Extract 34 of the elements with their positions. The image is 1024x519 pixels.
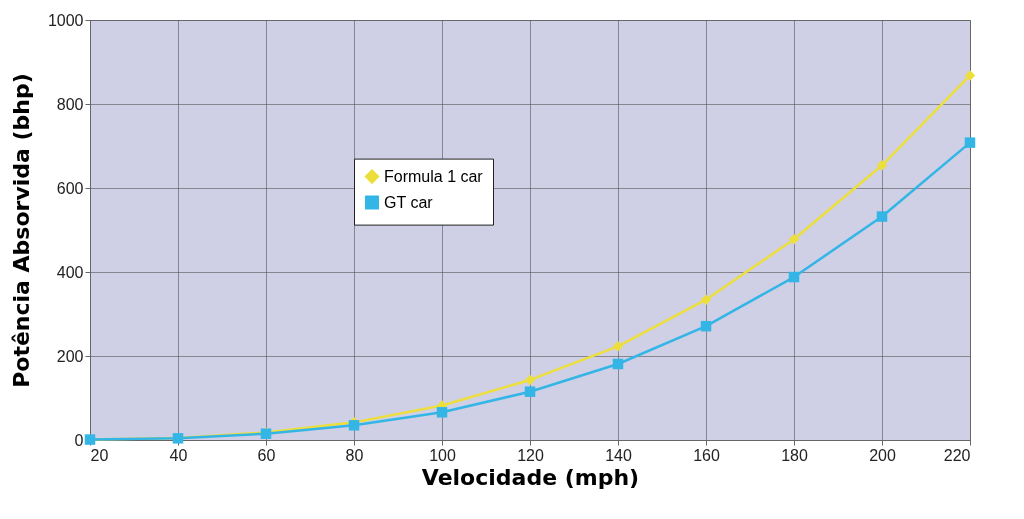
x-tick-label: 80 xyxy=(345,446,364,464)
point xyxy=(788,271,800,283)
point xyxy=(964,137,976,148)
x-tick-label: 160 xyxy=(693,446,720,464)
y-tick-label: 600 xyxy=(56,179,84,197)
point xyxy=(612,341,624,352)
y-tick-label: 400 xyxy=(56,263,84,281)
x-tick-label: 140 xyxy=(605,446,632,464)
y-tick-label: 0 xyxy=(74,431,84,449)
legend-label: Formula 1 car xyxy=(384,167,484,185)
y-tick-label: 1000 xyxy=(47,11,84,29)
x-tick-label: 220 xyxy=(943,446,971,464)
x-tick-label: 100 xyxy=(429,446,456,464)
x-tick-label: 40 xyxy=(169,446,188,464)
point xyxy=(436,407,448,418)
x-tick-label: 60 xyxy=(257,446,276,464)
y-tick-label: 200 xyxy=(56,347,84,365)
point xyxy=(700,320,712,332)
point xyxy=(788,234,800,245)
x-tick-label: 200 xyxy=(869,446,896,464)
y-tick-label: 800 xyxy=(56,95,84,113)
point xyxy=(964,70,976,81)
point xyxy=(524,386,536,397)
point xyxy=(876,160,888,171)
y-axis-title: Potência Absorvida (bhp) xyxy=(8,73,34,388)
x-tick-label: 180 xyxy=(781,446,808,464)
point xyxy=(612,358,624,370)
x-tick-label: 120 xyxy=(517,446,544,464)
legend-label: GT car xyxy=(384,193,434,211)
point xyxy=(700,294,712,305)
point xyxy=(524,374,536,386)
point xyxy=(876,211,888,222)
x-tick-label: 20 xyxy=(90,446,109,464)
x-axis-title: Velocidade (mph) xyxy=(421,464,640,490)
